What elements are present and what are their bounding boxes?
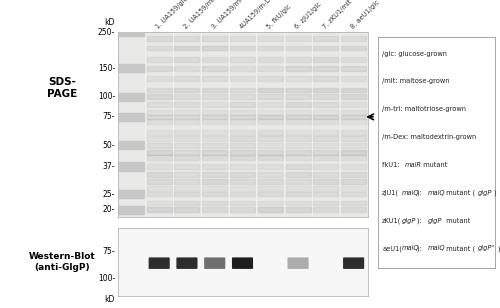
Text: glgP: glgP: [428, 218, 442, 224]
Text: 6. zJU1/glc: 6. zJU1/glc: [294, 2, 322, 30]
Text: malQ: malQ: [402, 190, 419, 196]
Text: mutant: mutant: [444, 218, 470, 224]
Text: mutant (: mutant (: [444, 189, 474, 196]
Text: 1. UA159/glc: 1. UA159/glc: [155, 0, 189, 30]
Text: 75-: 75-: [102, 247, 115, 256]
Text: glgP: glgP: [478, 190, 492, 196]
Text: ):: ):: [416, 189, 424, 196]
Text: /glc: glucose-grown: /glc: glucose-grown: [382, 51, 447, 57]
Text: malQ: malQ: [428, 190, 446, 196]
Text: 100-: 100-: [98, 274, 115, 283]
Text: 5. fkU/glc: 5. fkU/glc: [266, 4, 292, 30]
Text: fkU1:: fkU1:: [382, 162, 402, 168]
Text: 75-: 75-: [102, 112, 115, 121]
FancyBboxPatch shape: [148, 257, 170, 269]
Text: /m-Dex: maltodextrin-grown: /m-Dex: maltodextrin-grown: [382, 134, 476, 140]
Text: 8. aeU1/glc: 8. aeU1/glc: [350, 0, 380, 30]
Text: malQ: malQ: [402, 245, 419, 251]
Text: 25-: 25-: [102, 189, 115, 199]
Text: malR: malR: [405, 162, 422, 168]
FancyBboxPatch shape: [343, 257, 364, 269]
FancyBboxPatch shape: [204, 257, 226, 269]
Text: ): ): [494, 189, 496, 196]
Text: 2. UA159/mlt: 2. UA159/mlt: [182, 0, 218, 30]
FancyBboxPatch shape: [232, 257, 253, 269]
Text: ):: ):: [416, 245, 424, 252]
Text: Western-Blot
(anti-GlgP): Western-Blot (anti-GlgP): [29, 252, 96, 272]
FancyBboxPatch shape: [176, 257, 198, 269]
Text: 50-: 50-: [102, 141, 115, 150]
Text: 7. zKU1/mlt: 7. zKU1/mlt: [322, 0, 353, 30]
Text: mutant (: mutant (: [444, 245, 474, 252]
Text: 3. UA159/m-tri: 3. UA159/m-tri: [210, 0, 249, 30]
Text: kD: kD: [104, 295, 115, 304]
Text: 4UA159/m-Dex: 4UA159/m-Dex: [238, 0, 278, 30]
Text: zKU1(: zKU1(: [382, 217, 402, 224]
Text: ):: ):: [416, 217, 424, 224]
Text: 20-: 20-: [102, 205, 115, 214]
Text: mutant: mutant: [420, 162, 447, 168]
Text: malQ: malQ: [428, 245, 446, 251]
Text: glgP: glgP: [402, 218, 416, 224]
Text: aeU1(: aeU1(: [382, 245, 402, 252]
Text: 250-: 250-: [98, 28, 115, 37]
Text: glgPˣ: glgPˣ: [478, 245, 496, 251]
Text: 37-: 37-: [102, 162, 115, 171]
Text: /mlt: maltose-grown: /mlt: maltose-grown: [382, 79, 450, 84]
Text: /m-tri: maltotriose-grown: /m-tri: maltotriose-grown: [382, 106, 466, 112]
Text: SDS-
PAGE: SDS- PAGE: [48, 77, 78, 99]
Text: 150-: 150-: [98, 64, 115, 73]
Text: zJU1(: zJU1(: [382, 189, 399, 196]
Text: kD: kD: [104, 18, 115, 27]
FancyBboxPatch shape: [288, 257, 308, 269]
Text: ): ): [498, 245, 500, 252]
Text: 100-: 100-: [98, 92, 115, 101]
